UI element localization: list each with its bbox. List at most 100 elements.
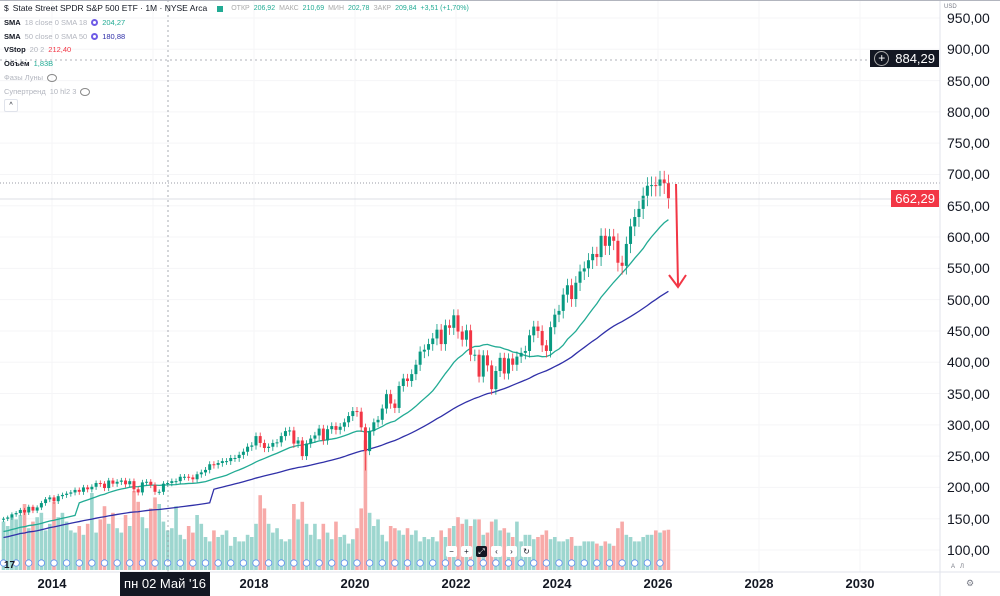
candle-body bbox=[645, 185, 649, 196]
indicator-sma50[interactable]: SMA 50 close 0 SMA 50 180,88 bbox=[4, 30, 469, 44]
price-tick: 650,00 bbox=[947, 197, 990, 214]
volume-bar bbox=[569, 537, 574, 570]
volume-bar bbox=[607, 543, 612, 570]
candle-body bbox=[624, 243, 628, 266]
price-tick: 550,00 bbox=[947, 260, 990, 277]
candle-body bbox=[14, 513, 18, 515]
candles bbox=[2, 170, 670, 522]
moon-phase-icon bbox=[568, 559, 576, 567]
indicator-volume[interactable]: Объём 1,83B bbox=[4, 57, 469, 71]
volume-bar bbox=[60, 512, 65, 570]
reset-button[interactable]: ↻ bbox=[521, 546, 532, 557]
settings-icon[interactable] bbox=[91, 32, 99, 40]
candle-body bbox=[363, 427, 367, 452]
moon-phase-icon bbox=[530, 559, 538, 567]
candle-body bbox=[187, 476, 191, 478]
candle-body bbox=[523, 350, 527, 353]
price-tick: 600,00 bbox=[947, 229, 990, 246]
symbol-row[interactable]: $ State Street SPDR S&P 500 ETF · 1M · N… bbox=[4, 2, 469, 16]
collapse-legend-button[interactable]: ^ bbox=[4, 98, 18, 112]
volume-bar bbox=[372, 526, 376, 570]
indicator-sma18[interactable]: SMA 18 close 0 SMA 18 204,27 bbox=[4, 16, 469, 30]
volume-bar bbox=[464, 519, 469, 570]
zoom-out-button[interactable]: − bbox=[446, 546, 457, 557]
candle-body bbox=[380, 408, 384, 420]
candle-body bbox=[586, 260, 590, 269]
volume-bar bbox=[359, 508, 364, 570]
candle-body bbox=[174, 481, 178, 483]
volume-bar bbox=[393, 528, 397, 570]
candle-body bbox=[477, 354, 481, 377]
moon-phase-icon bbox=[37, 559, 45, 567]
price-tick: 850,00 bbox=[947, 72, 990, 89]
volume-bar bbox=[216, 537, 220, 570]
volume-bar bbox=[439, 530, 443, 570]
candle-body bbox=[191, 477, 195, 480]
settings-gear-icon[interactable]: ⚙ bbox=[966, 578, 975, 588]
log-scale-button[interactable]: Л bbox=[960, 564, 964, 570]
volume-bar bbox=[10, 517, 14, 570]
candle-body bbox=[309, 438, 313, 444]
crosshair-price-label[interactable]: + 884,29 bbox=[870, 50, 939, 67]
indicator-vstop[interactable]: VStop 20 2 212,40 bbox=[4, 43, 469, 57]
moon-phase-icon bbox=[580, 559, 588, 567]
indicator-supertrend[interactable]: Супертренд 10 hl2 3 bbox=[4, 85, 469, 99]
candle-body bbox=[140, 482, 144, 493]
ohlc-close-label: ЗАКР bbox=[373, 5, 392, 12]
volume-bar bbox=[456, 517, 460, 570]
settings-icon[interactable] bbox=[91, 19, 99, 27]
moon-phase-icon bbox=[151, 559, 159, 567]
scroll-right-button[interactable]: › bbox=[506, 546, 517, 557]
volume-bar bbox=[182, 539, 187, 570]
hidden-eye-icon[interactable] bbox=[47, 73, 57, 82]
candle-body bbox=[65, 493, 69, 495]
volume-bar bbox=[77, 526, 82, 570]
volume-bar bbox=[237, 541, 241, 570]
volume-bar bbox=[367, 512, 372, 570]
volume-bar bbox=[653, 530, 658, 570]
hidden-eye-icon[interactable] bbox=[80, 87, 91, 96]
crosshair-price: 884,29 bbox=[895, 51, 935, 66]
candle-body bbox=[182, 476, 186, 478]
candle-body bbox=[271, 442, 275, 447]
add-alert-plus-icon[interactable]: + bbox=[874, 51, 890, 66]
zoom-in-button[interactable]: + bbox=[461, 546, 472, 557]
volume-bar bbox=[645, 534, 650, 570]
moon-phase-icon bbox=[12, 559, 20, 567]
fit-button[interactable]: ⤢ bbox=[476, 546, 487, 557]
candle-body bbox=[300, 440, 304, 457]
volume-bar bbox=[292, 504, 296, 570]
candle-body bbox=[376, 419, 380, 423]
candle-body bbox=[241, 451, 245, 455]
volume-bar bbox=[304, 523, 309, 570]
candle-body bbox=[666, 183, 670, 199]
candle-body bbox=[384, 394, 388, 409]
moon-phase-icon bbox=[605, 559, 614, 567]
candle-body bbox=[317, 428, 321, 436]
candle-body bbox=[608, 236, 611, 246]
candle-body bbox=[355, 411, 359, 413]
volume-bar bbox=[338, 537, 342, 570]
ohlc-low: 202,78 bbox=[348, 5, 370, 12]
volume-bar bbox=[26, 528, 31, 570]
volume-bar bbox=[388, 526, 393, 570]
volume-bar bbox=[380, 534, 385, 570]
time-tick: 2014 bbox=[37, 576, 67, 591]
volume-bar bbox=[561, 541, 566, 570]
ohlc-open-label: ОТКР bbox=[231, 5, 250, 12]
volume-bar bbox=[5, 526, 10, 570]
volume-bar bbox=[658, 532, 662, 570]
candle-body bbox=[599, 235, 603, 258]
volume-bar bbox=[536, 537, 540, 570]
volume-bar bbox=[422, 537, 427, 570]
moon-phase-icon bbox=[441, 559, 449, 567]
price-tick: 150,00 bbox=[947, 510, 990, 527]
candle-body bbox=[250, 445, 254, 447]
indicator-moon-phases[interactable]: Фазы Луны bbox=[4, 71, 469, 85]
scroll-left-button[interactable]: ‹ bbox=[491, 546, 502, 557]
candle-body bbox=[279, 436, 283, 443]
volume-bar bbox=[662, 530, 667, 570]
auto-scale-button[interactable]: А bbox=[951, 564, 956, 570]
candle-body bbox=[216, 463, 220, 465]
